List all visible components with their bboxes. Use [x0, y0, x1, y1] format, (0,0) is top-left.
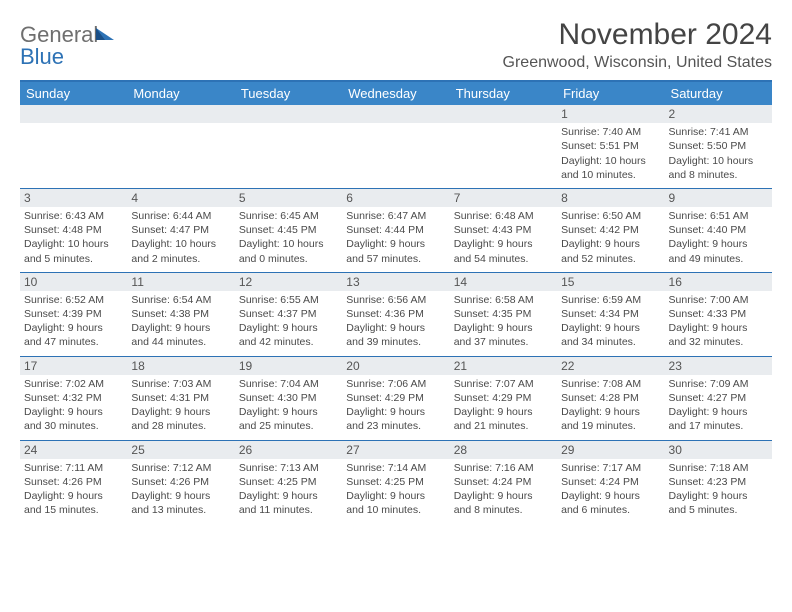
day-header: Saturday: [665, 81, 772, 105]
title-block: November 2024 Greenwood, Wisconsin, Unit…: [503, 18, 772, 72]
day-cell: [235, 123, 342, 188]
daynum-row: 12: [20, 105, 772, 123]
day-number: 17: [20, 357, 127, 375]
day-number: 29: [557, 441, 664, 459]
day-cell: Sunrise: 6:44 AMSunset: 4:47 PMDaylight:…: [127, 207, 234, 272]
day-cell: Sunrise: 7:12 AMSunset: 4:26 PMDaylight:…: [127, 459, 234, 524]
daynum-row: 10111213141516: [20, 273, 772, 291]
day-number: 1: [557, 105, 664, 123]
day-number: 11: [127, 273, 234, 291]
content-row: Sunrise: 7:11 AMSunset: 4:26 PMDaylight:…: [20, 459, 772, 524]
day-cell: [127, 123, 234, 188]
day-header: Friday: [557, 81, 664, 105]
day-cell: Sunrise: 6:58 AMSunset: 4:35 PMDaylight:…: [450, 291, 557, 356]
day-number: 3: [20, 189, 127, 207]
day-number: 8: [557, 189, 664, 207]
location: Greenwood, Wisconsin, United States: [503, 54, 772, 72]
day-cell: Sunrise: 7:41 AMSunset: 5:50 PMDaylight:…: [665, 123, 772, 188]
day-number: 26: [235, 441, 342, 459]
day-cell: Sunrise: 7:00 AMSunset: 4:33 PMDaylight:…: [665, 291, 772, 356]
day-cell: Sunrise: 7:17 AMSunset: 4:24 PMDaylight:…: [557, 459, 664, 524]
logo-triangle-icon: [96, 28, 114, 40]
day-cell: Sunrise: 7:04 AMSunset: 4:30 PMDaylight:…: [235, 375, 342, 440]
day-cell: Sunrise: 6:43 AMSunset: 4:48 PMDaylight:…: [20, 207, 127, 272]
content-row: Sunrise: 6:43 AMSunset: 4:48 PMDaylight:…: [20, 207, 772, 272]
day-header: Thursday: [450, 81, 557, 105]
day-cell: [342, 123, 449, 188]
header: General Blue November 2024 Greenwood, Wi…: [20, 18, 772, 72]
day-number: 19: [235, 357, 342, 375]
day-cell: Sunrise: 6:50 AMSunset: 4:42 PMDaylight:…: [557, 207, 664, 272]
content-row: Sunrise: 7:40 AMSunset: 5:51 PMDaylight:…: [20, 123, 772, 188]
day-cell: Sunrise: 7:14 AMSunset: 4:25 PMDaylight:…: [342, 459, 449, 524]
day-header-row: SundayMondayTuesdayWednesdayThursdayFrid…: [20, 81, 772, 105]
day-number: 20: [342, 357, 449, 375]
day-number: 22: [557, 357, 664, 375]
day-number: 23: [665, 357, 772, 375]
day-number: [127, 105, 234, 123]
day-number: [20, 105, 127, 123]
day-cell: Sunrise: 6:55 AMSunset: 4:37 PMDaylight:…: [235, 291, 342, 356]
logo-word2: Blue: [20, 44, 64, 69]
day-number: 27: [342, 441, 449, 459]
day-number: 28: [450, 441, 557, 459]
day-number: 30: [665, 441, 772, 459]
daynum-row: 17181920212223: [20, 357, 772, 375]
day-header: Tuesday: [235, 81, 342, 105]
day-number: 25: [127, 441, 234, 459]
logo: General Blue: [20, 18, 114, 68]
day-cell: Sunrise: 6:54 AMSunset: 4:38 PMDaylight:…: [127, 291, 234, 356]
day-number: 18: [127, 357, 234, 375]
day-number: 15: [557, 273, 664, 291]
day-cell: Sunrise: 7:16 AMSunset: 4:24 PMDaylight:…: [450, 459, 557, 524]
day-number: 5: [235, 189, 342, 207]
day-cell: [450, 123, 557, 188]
day-number: 16: [665, 273, 772, 291]
day-cell: Sunrise: 7:11 AMSunset: 4:26 PMDaylight:…: [20, 459, 127, 524]
day-cell: Sunrise: 6:52 AMSunset: 4:39 PMDaylight:…: [20, 291, 127, 356]
daynum-row: 24252627282930: [20, 441, 772, 459]
daynum-row: 3456789: [20, 189, 772, 207]
day-cell: Sunrise: 7:08 AMSunset: 4:28 PMDaylight:…: [557, 375, 664, 440]
day-cell: Sunrise: 6:51 AMSunset: 4:40 PMDaylight:…: [665, 207, 772, 272]
day-number: [235, 105, 342, 123]
day-cell: Sunrise: 6:45 AMSunset: 4:45 PMDaylight:…: [235, 207, 342, 272]
day-cell: Sunrise: 6:56 AMSunset: 4:36 PMDaylight:…: [342, 291, 449, 356]
day-cell: Sunrise: 7:06 AMSunset: 4:29 PMDaylight:…: [342, 375, 449, 440]
day-number: [342, 105, 449, 123]
day-cell: Sunrise: 7:13 AMSunset: 4:25 PMDaylight:…: [235, 459, 342, 524]
day-number: 9: [665, 189, 772, 207]
day-cell: Sunrise: 7:09 AMSunset: 4:27 PMDaylight:…: [665, 375, 772, 440]
day-cell: Sunrise: 7:18 AMSunset: 4:23 PMDaylight:…: [665, 459, 772, 524]
day-number: 10: [20, 273, 127, 291]
day-cell: [20, 123, 127, 188]
day-cell: Sunrise: 6:48 AMSunset: 4:43 PMDaylight:…: [450, 207, 557, 272]
day-cell: Sunrise: 6:47 AMSunset: 4:44 PMDaylight:…: [342, 207, 449, 272]
day-number: 7: [450, 189, 557, 207]
day-header: Wednesday: [342, 81, 449, 105]
day-cell: Sunrise: 7:40 AMSunset: 5:51 PMDaylight:…: [557, 123, 664, 188]
content-row: Sunrise: 6:52 AMSunset: 4:39 PMDaylight:…: [20, 291, 772, 356]
day-number: 2: [665, 105, 772, 123]
day-number: [450, 105, 557, 123]
day-header: Monday: [127, 81, 234, 105]
day-cell: Sunrise: 7:03 AMSunset: 4:31 PMDaylight:…: [127, 375, 234, 440]
month-title: November 2024: [503, 18, 772, 52]
day-number: 24: [20, 441, 127, 459]
day-cell: Sunrise: 7:07 AMSunset: 4:29 PMDaylight:…: [450, 375, 557, 440]
day-cell: Sunrise: 6:59 AMSunset: 4:34 PMDaylight:…: [557, 291, 664, 356]
day-cell: Sunrise: 7:02 AMSunset: 4:32 PMDaylight:…: [20, 375, 127, 440]
day-number: 21: [450, 357, 557, 375]
day-number: 12: [235, 273, 342, 291]
content-row: Sunrise: 7:02 AMSunset: 4:32 PMDaylight:…: [20, 375, 772, 440]
day-header: Sunday: [20, 81, 127, 105]
day-number: 4: [127, 189, 234, 207]
day-number: 6: [342, 189, 449, 207]
day-number: 14: [450, 273, 557, 291]
day-number: 13: [342, 273, 449, 291]
calendar-table: SundayMondayTuesdayWednesdayThursdayFrid…: [20, 80, 772, 523]
